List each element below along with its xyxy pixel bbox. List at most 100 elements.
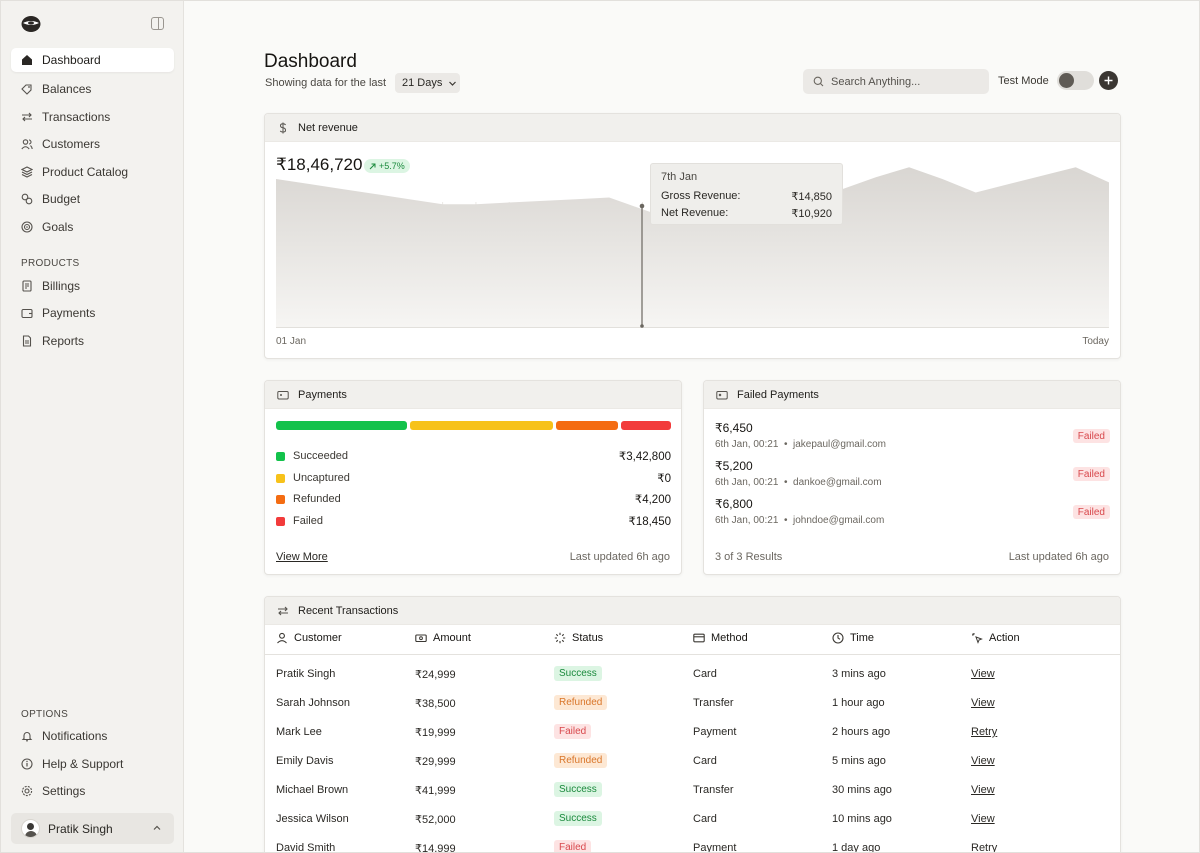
status-badge: Refunded <box>554 695 608 710</box>
revenue-chart[interactable] <box>265 142 1120 332</box>
tooltip-gross-row: Gross Revenue: ₹14,850 <box>661 190 832 203</box>
table-row[interactable]: Jessica Wilson ₹52,000 Success Card 10 mins … <box>265 805 1120 834</box>
tooltip-date: 7th Jan <box>661 171 698 183</box>
arrow-up-right-icon <box>369 163 376 169</box>
legend-label: Refunded <box>293 493 341 505</box>
credit-card-icon <box>693 633 705 643</box>
sidebar-item-dashboard[interactable]: Dashboard <box>11 48 174 72</box>
sidebar-item-goals[interactable]: Goals <box>11 215 174 239</box>
row-action-link[interactable]: Retry <box>971 842 998 853</box>
sidebar-item-transactions[interactable]: Transactions <box>11 105 174 129</box>
status-badge: Failed <box>1072 505 1110 519</box>
sidebar-item-balances[interactable]: Balances <box>11 77 174 101</box>
cell-time: 10 mins ago <box>832 813 892 825</box>
home-icon <box>22 55 32 65</box>
row-action-link[interactable]: View <box>971 755 995 767</box>
sidebar-item-label: Settings <box>42 784 86 798</box>
card-title: Net revenue <box>298 121 358 134</box>
table-row[interactable]: Pratik Singh ₹24,999 Success Card 3 mins ago… <box>265 660 1120 689</box>
row-action-link[interactable]: View <box>971 668 995 680</box>
cash-icon <box>415 634 427 643</box>
loader-icon <box>554 632 566 644</box>
legend-label: Succeeded <box>293 450 349 462</box>
payments-bar-segment <box>556 421 618 430</box>
cell-method: Card <box>693 668 717 680</box>
legend-label: Failed <box>293 515 323 527</box>
hover-dot-bottom <box>640 324 644 328</box>
column-header-time[interactable]: Time <box>832 632 874 644</box>
payment-row-succeeded: Succeeded ₹3,42,800 <box>276 449 671 463</box>
failed-payment-item[interactable]: ₹5,200 6th Jan, 00:21 • dankoe@gmail.com… <box>715 459 1110 488</box>
sidebar-item-help-support[interactable]: Help & Support <box>11 752 174 776</box>
sidebar-item-billings[interactable]: Billings <box>11 274 174 298</box>
receipt-icon <box>22 280 32 292</box>
column-header-status[interactable]: Status <box>554 632 603 644</box>
cell-time: 2 hours ago <box>832 726 891 738</box>
add-button[interactable] <box>1099 71 1118 90</box>
column-header-method[interactable]: Method <box>693 632 748 644</box>
status-badge: Failed <box>554 724 592 739</box>
sidebar-item-label: Reports <box>42 334 85 348</box>
payments-bar-segment <box>276 421 408 430</box>
table-row[interactable]: Michael Brown ₹41,999 Success Transfer 30 mi… <box>265 776 1120 805</box>
cell-time: 30 mins ago <box>832 784 892 796</box>
range-caption: Showing data for the last <box>265 77 387 89</box>
failed-payment-item[interactable]: ₹6,800 6th Jan, 00:21 • johndoe@gmail.co… <box>715 497 1110 526</box>
status-badge: Failed <box>1072 467 1110 481</box>
cell-method: Transfer <box>693 697 734 709</box>
tooltip-gross-value: ₹14,850 <box>791 191 832 203</box>
table-row[interactable]: Emily Davis ₹29,999 Refunded Card 5 mins ago… <box>265 747 1120 776</box>
legend-swatch <box>276 451 285 461</box>
payments-bar-segment <box>620 421 671 430</box>
sidebar-item-product-catalog[interactable]: Product Catalog <box>11 160 174 184</box>
sidebar-item-reports[interactable]: Reports <box>11 329 174 353</box>
card-failed-icon <box>716 390 728 399</box>
payment-row-refunded: Refunded ₹4,200 <box>276 492 671 506</box>
sidebar-item-label: Payments <box>42 306 96 320</box>
card-header: Payments <box>265 381 681 409</box>
sidebar-item-payments[interactable]: Payments <box>11 301 174 325</box>
user-menu[interactable]: Pratik Singh <box>11 813 174 844</box>
row-action-link[interactable]: View <box>971 784 995 796</box>
table-row[interactable]: Sarah Johnson ₹38,500 Refunded Transfer 1 ho… <box>265 689 1120 718</box>
payments-updated: Last updated 6h ago <box>569 551 670 563</box>
status-badge: Success <box>554 811 602 826</box>
revenue-change: +5.7% <box>379 161 405 171</box>
cell-method: Card <box>693 755 717 767</box>
users-icon <box>21 139 33 150</box>
target-icon <box>21 221 33 233</box>
test-mode-toggle[interactable] <box>1057 71 1094 90</box>
column-label: Time <box>850 632 875 644</box>
search-box[interactable] <box>803 69 989 94</box>
wallet-icon <box>21 308 33 319</box>
cell-method: Payment <box>693 842 737 853</box>
column-header-customer[interactable]: Customer <box>276 632 342 644</box>
failed-payment-item[interactable]: ₹6,450 6th Jan, 00:21 • jakepaul@gmail.c… <box>715 421 1110 450</box>
failed-date: 6th Jan, 00:21 <box>715 477 779 488</box>
sidebar-item-settings[interactable]: Settings <box>11 779 174 803</box>
range-select[interactable]: 21 Days <box>395 73 460 93</box>
bell-icon <box>21 732 33 742</box>
tooltip-net-value: ₹10,920 <box>791 208 832 220</box>
table-header-divider <box>265 654 1120 655</box>
failed-meta: 6th Jan, 00:21 • dankoe@gmail.com <box>715 477 882 488</box>
row-action-link[interactable]: View <box>971 813 995 825</box>
column-header-action[interactable]: Action <box>971 632 1020 644</box>
column-header-amount[interactable]: Amount <box>415 632 471 644</box>
net-revenue-card: Net revenue ₹18,46,720 +5.7% 7th Jan <box>264 113 1121 359</box>
row-action-link[interactable]: Retry <box>971 726 998 738</box>
collapse-sidebar-icon[interactable] <box>151 17 164 30</box>
card-header: Failed Payments <box>704 381 1120 409</box>
table-row[interactable]: David Smith ₹14,999 Failed Payment 1 day ago… <box>265 834 1120 853</box>
table-row[interactable]: Mark Lee ₹19,999 Failed Payment 2 hours ago R… <box>265 718 1120 747</box>
search-input[interactable] <box>831 75 981 88</box>
sidebar-item-customers[interactable]: Customers <box>11 132 174 156</box>
row-action-link[interactable]: View <box>971 697 995 709</box>
view-more-link[interactable]: View More <box>276 551 328 563</box>
cell-amount: ₹14,999 <box>415 843 456 853</box>
card-title: Payments <box>298 388 347 401</box>
payment-row-uncaptured: Uncaptured ₹0 <box>276 471 671 485</box>
sidebar-item-notifications[interactable]: Notifications <box>11 724 174 748</box>
sidebar-item-budget[interactable]: Budget <box>11 187 174 211</box>
